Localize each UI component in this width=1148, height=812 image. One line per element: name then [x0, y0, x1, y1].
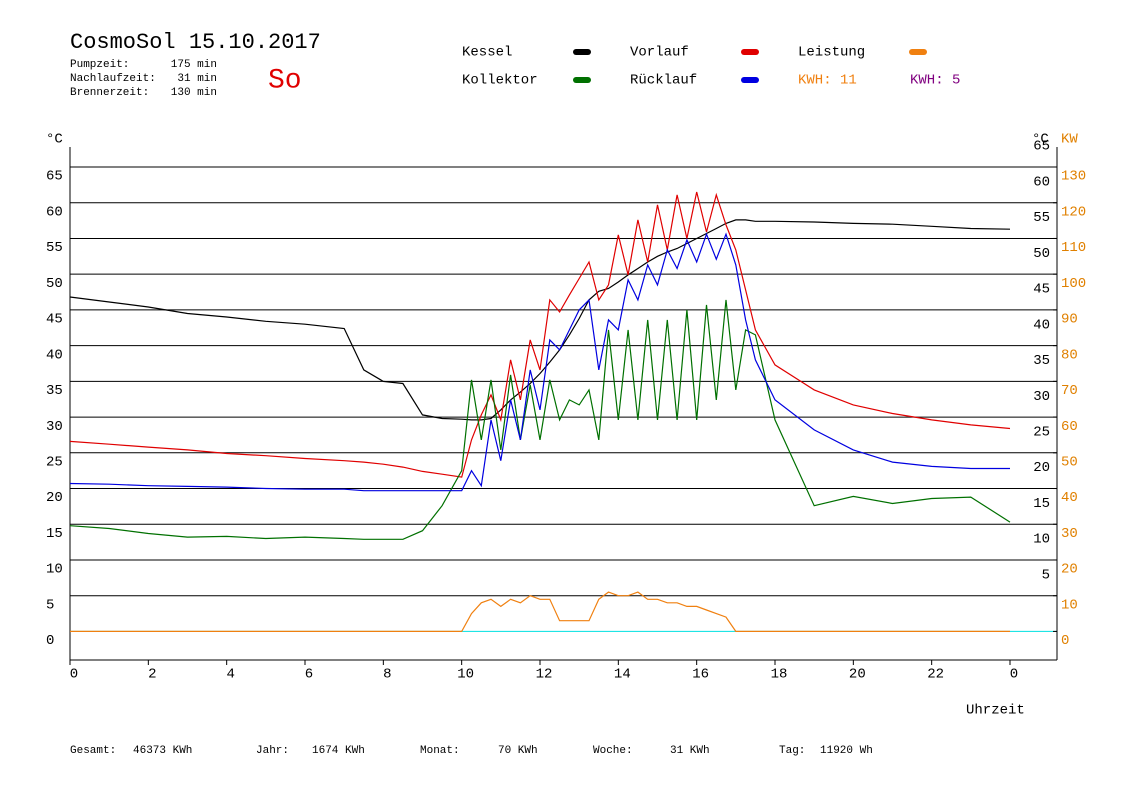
x-tick-label: 8 — [383, 667, 391, 683]
x-tick-label: 0 — [70, 667, 78, 683]
footer-label: Jahr: — [256, 745, 289, 757]
x-tick-label: 20 — [849, 667, 866, 683]
x-tick-label: 12 — [536, 667, 553, 683]
y-tick-label-right: 25 — [1033, 425, 1050, 441]
footer-value: 31 KWh — [670, 745, 710, 757]
y-tick-label: 50 — [46, 276, 63, 292]
x-tick-label: 4 — [226, 667, 234, 683]
y-tick-label: 25 — [46, 455, 63, 471]
y-tick-label: 55 — [46, 240, 63, 256]
y-tick-label-right: 30 — [1033, 389, 1050, 405]
y-tick-label-right: 50 — [1033, 246, 1050, 262]
legend-label: Kollektor — [462, 73, 538, 89]
title: CosmoSol 15.10.2017 — [70, 30, 321, 55]
footer-value: 11920 Wh — [820, 745, 873, 757]
y-tick-label: 10 — [46, 562, 63, 578]
info-label: Pumpzeit: — [70, 59, 129, 71]
info-value: 31 min — [177, 73, 217, 85]
y2-tick-label: 130 — [1061, 169, 1086, 185]
y-tick-label-right: 60 — [1033, 174, 1050, 190]
x-label: Uhrzeit — [966, 703, 1025, 719]
y2-tick-label: 50 — [1061, 455, 1078, 471]
kwh-label: KWH: 5 — [910, 73, 960, 89]
y-label-right: °C — [1032, 132, 1049, 148]
info-value: 130 min — [171, 87, 217, 99]
footer-value: 1674 KWh — [312, 745, 365, 757]
y2-tick-label: 100 — [1061, 276, 1086, 292]
y-tick-label-right: 5 — [1042, 567, 1050, 583]
series-line — [69, 232, 1010, 492]
y-tick-label-right: 15 — [1033, 496, 1050, 512]
y-tick-label: 0 — [46, 633, 54, 649]
y-tick-label-right: 45 — [1033, 282, 1050, 298]
y-tick-label-right: 10 — [1033, 532, 1050, 548]
x-tick-label: 6 — [305, 667, 313, 683]
x-tick-label: 16 — [692, 667, 709, 683]
legend-label: Leistung — [798, 45, 865, 61]
y-tick-label: 35 — [46, 383, 63, 399]
footer-value: 70 KWh — [498, 745, 538, 757]
y2-tick-label: 0 — [1061, 633, 1069, 649]
footer-value: 46373 KWh — [133, 745, 192, 757]
y2-tick-label: 120 — [1061, 204, 1086, 220]
legend-label: Vorlauf — [630, 45, 689, 61]
x-tick-label: 22 — [927, 667, 944, 683]
y2-tick-label: 40 — [1061, 490, 1078, 506]
y2-tick-label: 20 — [1061, 562, 1078, 578]
y-tick-label-right: 40 — [1033, 317, 1050, 333]
x-tick-label: 14 — [614, 667, 631, 683]
y2-label: KW — [1061, 132, 1078, 148]
footer-label: Woche: — [593, 745, 633, 757]
legend-label: Rücklauf — [630, 73, 697, 89]
x-tick-label: 2 — [148, 667, 156, 683]
y2-tick-label: 110 — [1061, 240, 1086, 256]
legend-label: Kessel — [462, 45, 512, 61]
y-label: °C — [46, 132, 63, 148]
y2-tick-label: 70 — [1061, 383, 1078, 399]
y-tick-label: 65 — [46, 169, 63, 185]
series-line — [69, 219, 1011, 421]
kwh-label: KWH: 11 — [798, 73, 857, 89]
x-tick-label: 10 — [457, 667, 474, 683]
series-line — [70, 591, 1010, 632]
y-tick-label-right: 65 — [1033, 139, 1050, 155]
y-tick-label: 45 — [46, 312, 63, 328]
series-line — [69, 299, 1011, 540]
info-label: Brennerzeit: — [70, 87, 149, 99]
info-value: 175 min — [171, 59, 217, 71]
info-label: Nachlaufzeit: — [70, 73, 156, 85]
footer-label: Monat: — [420, 745, 460, 757]
footer-label: Tag: — [779, 745, 805, 757]
x-tick-label: 0 — [1010, 667, 1018, 683]
x-tick-label: 18 — [771, 667, 788, 683]
y-tick-label: 15 — [46, 526, 63, 542]
y2-tick-label: 80 — [1061, 347, 1078, 363]
y-tick-label: 60 — [46, 204, 63, 220]
y2-tick-label: 30 — [1061, 526, 1078, 542]
y-tick-label-right: 55 — [1033, 210, 1050, 226]
day: So — [268, 65, 302, 96]
y2-tick-label: 60 — [1061, 419, 1078, 435]
y-tick-label: 30 — [46, 419, 63, 435]
y-tick-label: 20 — [46, 490, 63, 506]
series-line — [69, 191, 1011, 478]
y-tick-label-right: 35 — [1033, 353, 1050, 369]
y2-tick-label: 90 — [1061, 312, 1078, 328]
y2-tick-label: 10 — [1061, 597, 1078, 613]
y-tick-label-right: 20 — [1033, 460, 1050, 476]
footer-label: Gesamt: — [70, 745, 116, 757]
y-tick-label: 40 — [46, 347, 63, 363]
y-tick-label: 5 — [46, 597, 54, 613]
